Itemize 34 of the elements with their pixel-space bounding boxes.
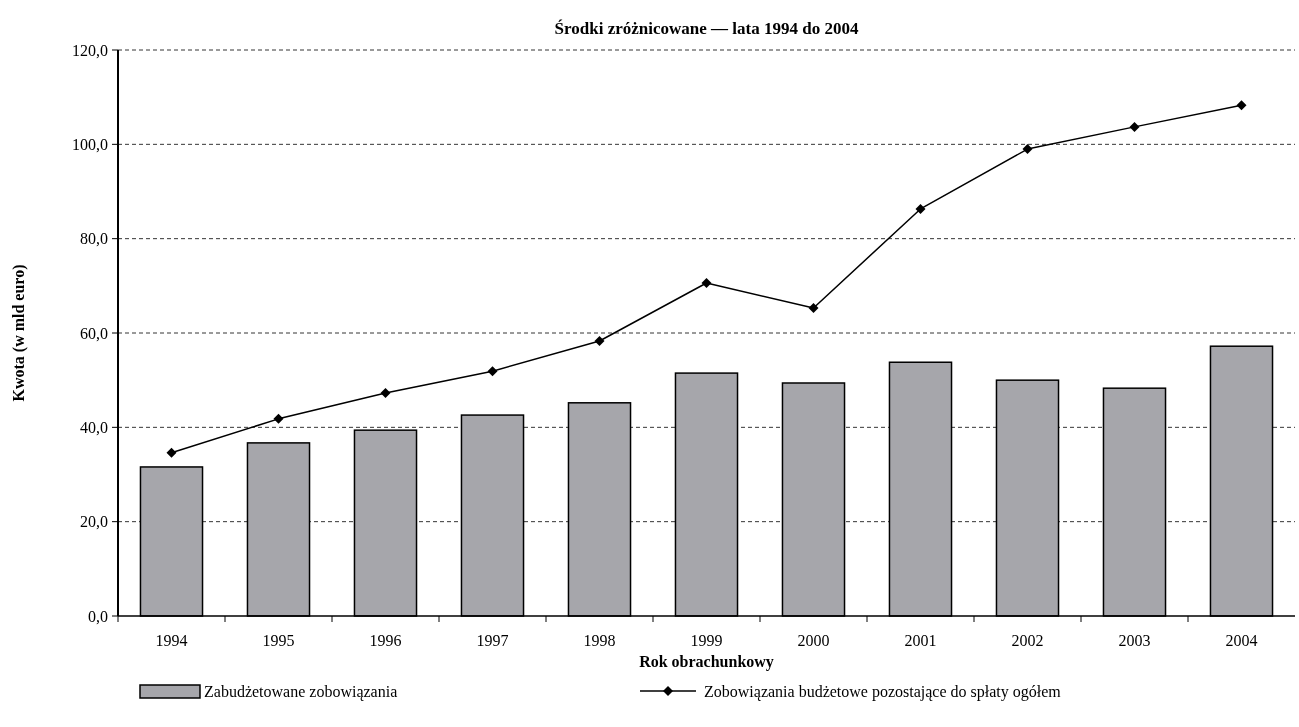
point bbox=[487, 366, 498, 377]
legend-label: Zabudżetowane zobowiązania bbox=[204, 683, 398, 701]
point bbox=[380, 387, 391, 398]
point bbox=[1129, 121, 1140, 132]
chart-title: Środki zróżnicowane — lata 1994 do 2004 bbox=[554, 19, 859, 38]
y-tick-label: 60,0 bbox=[80, 324, 108, 342]
point bbox=[1236, 100, 1247, 111]
x-tick-label: 1999 bbox=[690, 632, 723, 649]
point bbox=[166, 447, 177, 458]
x-tick-label: 1998 bbox=[583, 632, 616, 649]
y-tick-label: 80,0 bbox=[80, 230, 108, 248]
point bbox=[273, 413, 284, 424]
x-tick-label: 1994 bbox=[155, 632, 188, 649]
point bbox=[808, 303, 819, 313]
x-tick-label: 2003 bbox=[1118, 632, 1151, 649]
point bbox=[1022, 144, 1033, 155]
x-tick-label: 2000 bbox=[797, 632, 830, 649]
point bbox=[701, 278, 712, 288]
x-tick-label: 1996 bbox=[369, 632, 402, 649]
point bbox=[594, 336, 605, 347]
x-tick-label: 2004 bbox=[1225, 632, 1258, 649]
y-tick-label: 40,0 bbox=[80, 418, 108, 436]
x-axis-title: Rok obrachunkowy bbox=[639, 653, 774, 671]
y-axis-title: Kwota (w mld euro) bbox=[10, 264, 28, 402]
y-tick-label: 100,0 bbox=[72, 135, 108, 153]
y-tick-label: 0,0 bbox=[88, 607, 108, 625]
x-tick-label: 2001 bbox=[904, 632, 937, 649]
legend-label: Zobowiązania budżetowe pozostające do spłaty ogółem bbox=[704, 683, 1062, 701]
x-tick-label: 1995 bbox=[262, 632, 295, 649]
y-tick-label: 120,0 bbox=[72, 41, 108, 59]
x-tick-label: 1997 bbox=[476, 632, 509, 649]
point bbox=[915, 203, 926, 214]
y-tick-label: 20,0 bbox=[80, 513, 108, 531]
x-tick-label: 2002 bbox=[1011, 632, 1044, 649]
